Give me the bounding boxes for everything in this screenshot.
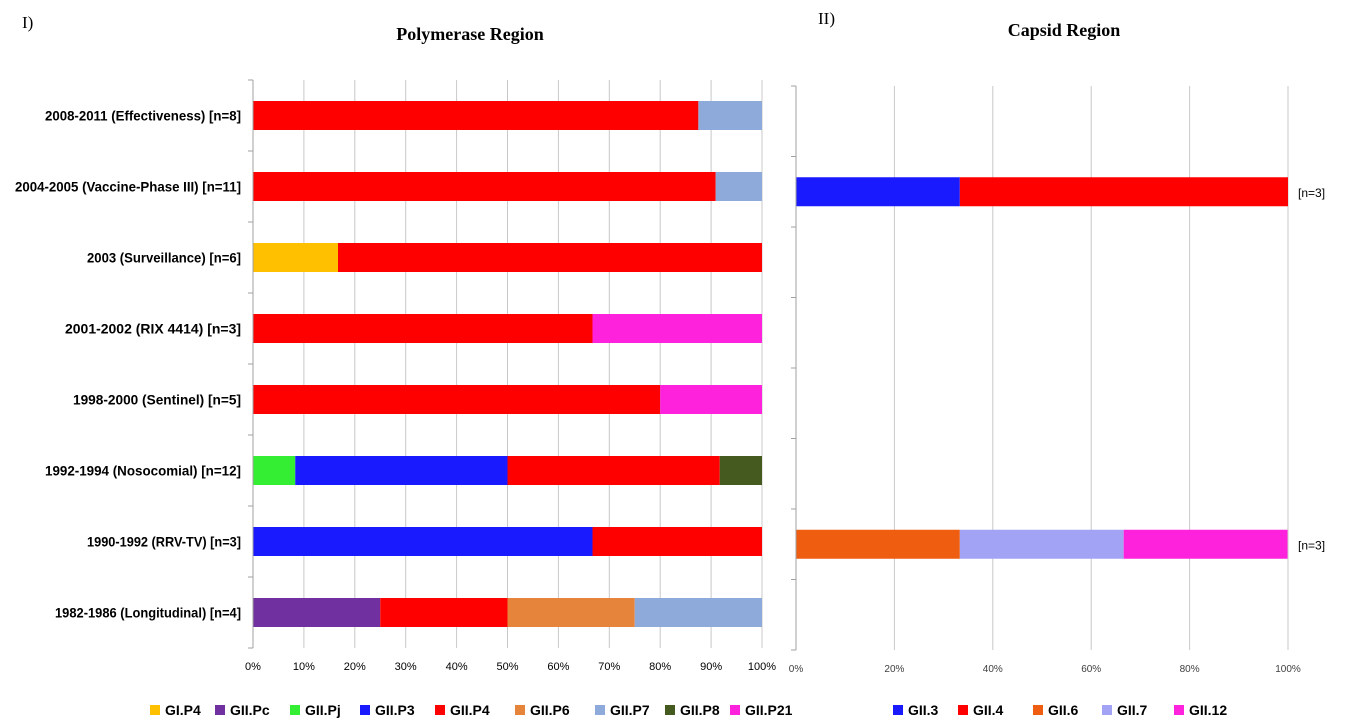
- bar-segment-gii-pj: [253, 456, 296, 485]
- legend-swatch: [360, 705, 370, 715]
- legend-label: GII.P6: [530, 702, 570, 718]
- legend-label: GII.P21: [745, 702, 793, 718]
- legend-label: GII.3: [908, 702, 939, 718]
- legend-label: GII.Pc: [230, 702, 270, 718]
- legend-swatch: [1102, 705, 1112, 715]
- x-tick-label: 60%: [1081, 664, 1101, 675]
- bar-segment-gi-p4: [253, 243, 339, 272]
- polymerase-x-ticks: 0% 10% 20% 30% 40% 50% 60% 70% 80% 90% 100%: [245, 661, 776, 673]
- bar-segment-gii-p21: [660, 385, 762, 414]
- bar-segment-gii-p21: [592, 314, 762, 343]
- legend-label: GII.P4: [450, 702, 490, 718]
- legend-label: GII.P3: [375, 702, 415, 718]
- legend-label: GI.P4: [165, 702, 201, 718]
- legend-swatch: [665, 705, 675, 715]
- legend-swatch: [730, 705, 740, 715]
- bar-segment-gii-p6: [507, 598, 635, 627]
- polymerase-category-labels: 2008-2011 (Effectiveness) [n=8] 2004-2005…: [15, 108, 241, 621]
- bar-segment-gii-p4: [380, 598, 508, 627]
- category-label: 1982-1986 (Longitudinal) [n=4]: [55, 605, 241, 621]
- bar-segment-gii-p4: [253, 101, 699, 130]
- legend-swatch: [215, 705, 225, 715]
- x-tick-label: 30%: [395, 661, 417, 673]
- x-tick-label: 0%: [789, 664, 804, 675]
- x-tick-label: 60%: [547, 661, 569, 673]
- polymerase-axis: [248, 79, 254, 649]
- polymerase-panel: I) Polymerase Region 2008-2011 (Effectiv…: [15, 13, 793, 718]
- bar-segment-gii-p4: [253, 314, 593, 343]
- x-tick-label: 40%: [446, 661, 468, 673]
- bar-segment-gii-p8: [719, 456, 762, 485]
- polymerase-legend: GI.P4 GII.Pc GII.Pj GII.P3 GII.P4 GII.P6 GII.P…: [150, 702, 793, 718]
- x-tick-label: 70%: [598, 661, 620, 673]
- legend-label: GII.Pj: [305, 702, 341, 718]
- capsid-bars: [796, 177, 1288, 559]
- capsid-bar-labels: [n=3] [n=3]: [1298, 186, 1325, 553]
- capsid-axis: [791, 85, 797, 651]
- category-label: 2008-2011 (Effectiveness) [n=8]: [45, 108, 241, 124]
- capsid-gridlines: [795, 86, 1289, 650]
- legend-swatch: [150, 705, 160, 715]
- x-tick-label: 80%: [1180, 664, 1200, 675]
- polymerase-gridlines: [252, 80, 763, 648]
- legend-swatch: [1174, 705, 1184, 715]
- x-tick-label: 100%: [748, 661, 776, 673]
- legend-swatch: [290, 705, 300, 715]
- bar-segment-gii-p4: [253, 385, 661, 414]
- bar-segment-gii-p3: [253, 527, 593, 556]
- bar-segment-gii-p7: [715, 172, 762, 201]
- legend-label: GII.6: [1048, 702, 1079, 718]
- bar-segment-gii-pc: [253, 598, 381, 627]
- legend-swatch: [893, 705, 903, 715]
- category-label: 1992-1994 (Nosocomial) [n=12]: [45, 463, 241, 479]
- legend-swatch: [595, 705, 605, 715]
- legend-label: GII.P8: [680, 702, 720, 718]
- capsid-title: Capsid Region: [1008, 20, 1121, 40]
- capsid-legend: GII.3 GII.4 GII.6 GII.7 GII.12: [893, 702, 1227, 718]
- category-label: 1990-1992 (RRV-TV) [n=3]: [87, 534, 241, 550]
- category-label: 1998-2000 (Sentinel) [n=5]: [73, 392, 241, 408]
- legend-swatch: [958, 705, 968, 715]
- legend-label: GII.4: [973, 702, 1004, 718]
- bar-segment-gii-3: [796, 177, 960, 207]
- x-tick-label: 10%: [293, 661, 315, 673]
- legend-label: GII.P7: [610, 702, 650, 718]
- bar-count-label: [n=3]: [1298, 538, 1325, 552]
- legend-swatch: [515, 705, 525, 715]
- x-tick-label: 40%: [983, 664, 1003, 675]
- bar-segment-gii-p3: [295, 456, 508, 485]
- panel-label-i: I): [22, 13, 33, 32]
- capsid-panel: II) Capsid Region [n=3] [n=3] 0% 20% 40% 60%…: [789, 9, 1325, 718]
- legend-swatch: [1033, 705, 1043, 715]
- bar-segment-gii-p4: [338, 243, 762, 272]
- x-tick-label: 100%: [1275, 664, 1301, 675]
- bar-count-label: [n=3]: [1298, 186, 1325, 200]
- bar-segment-gii-p4: [592, 527, 762, 556]
- x-tick-label: 90%: [700, 661, 722, 673]
- bar-segment-gii-4: [959, 177, 1288, 207]
- bar-segment-gii-12: [1123, 529, 1288, 559]
- x-tick-label: 50%: [496, 661, 518, 673]
- bar-segment-gii-p4: [253, 172, 716, 201]
- polymerase-bars: [253, 101, 762, 627]
- panel-label-ii: II): [818, 9, 835, 28]
- x-tick-label: 80%: [649, 661, 671, 673]
- bar-segment-gii-p7: [634, 598, 762, 627]
- legend-swatch: [435, 705, 445, 715]
- legend-label: GII.12: [1189, 702, 1227, 718]
- bar-segment-gii-p4: [507, 456, 720, 485]
- bar-segment-gii-7: [959, 529, 1124, 559]
- x-tick-label: 20%: [884, 664, 904, 675]
- bar-segment-gii-6: [796, 529, 960, 559]
- x-tick-label: 0%: [245, 661, 261, 673]
- polymerase-title: Polymerase Region: [396, 24, 543, 44]
- category-label: 2001-2002 (RIX 4414) [n=3]: [65, 321, 241, 337]
- x-tick-label: 20%: [344, 661, 366, 673]
- category-label: 2003 (Surveillance) [n=6]: [87, 250, 241, 266]
- bar-segment-gii-p7: [698, 101, 762, 130]
- legend-label: GII.7: [1117, 702, 1148, 718]
- category-label: 2004-2005 (Vaccine-Phase III) [n=11]: [15, 179, 241, 195]
- capsid-x-ticks: 0% 20% 40% 60% 80% 100%: [789, 664, 1301, 675]
